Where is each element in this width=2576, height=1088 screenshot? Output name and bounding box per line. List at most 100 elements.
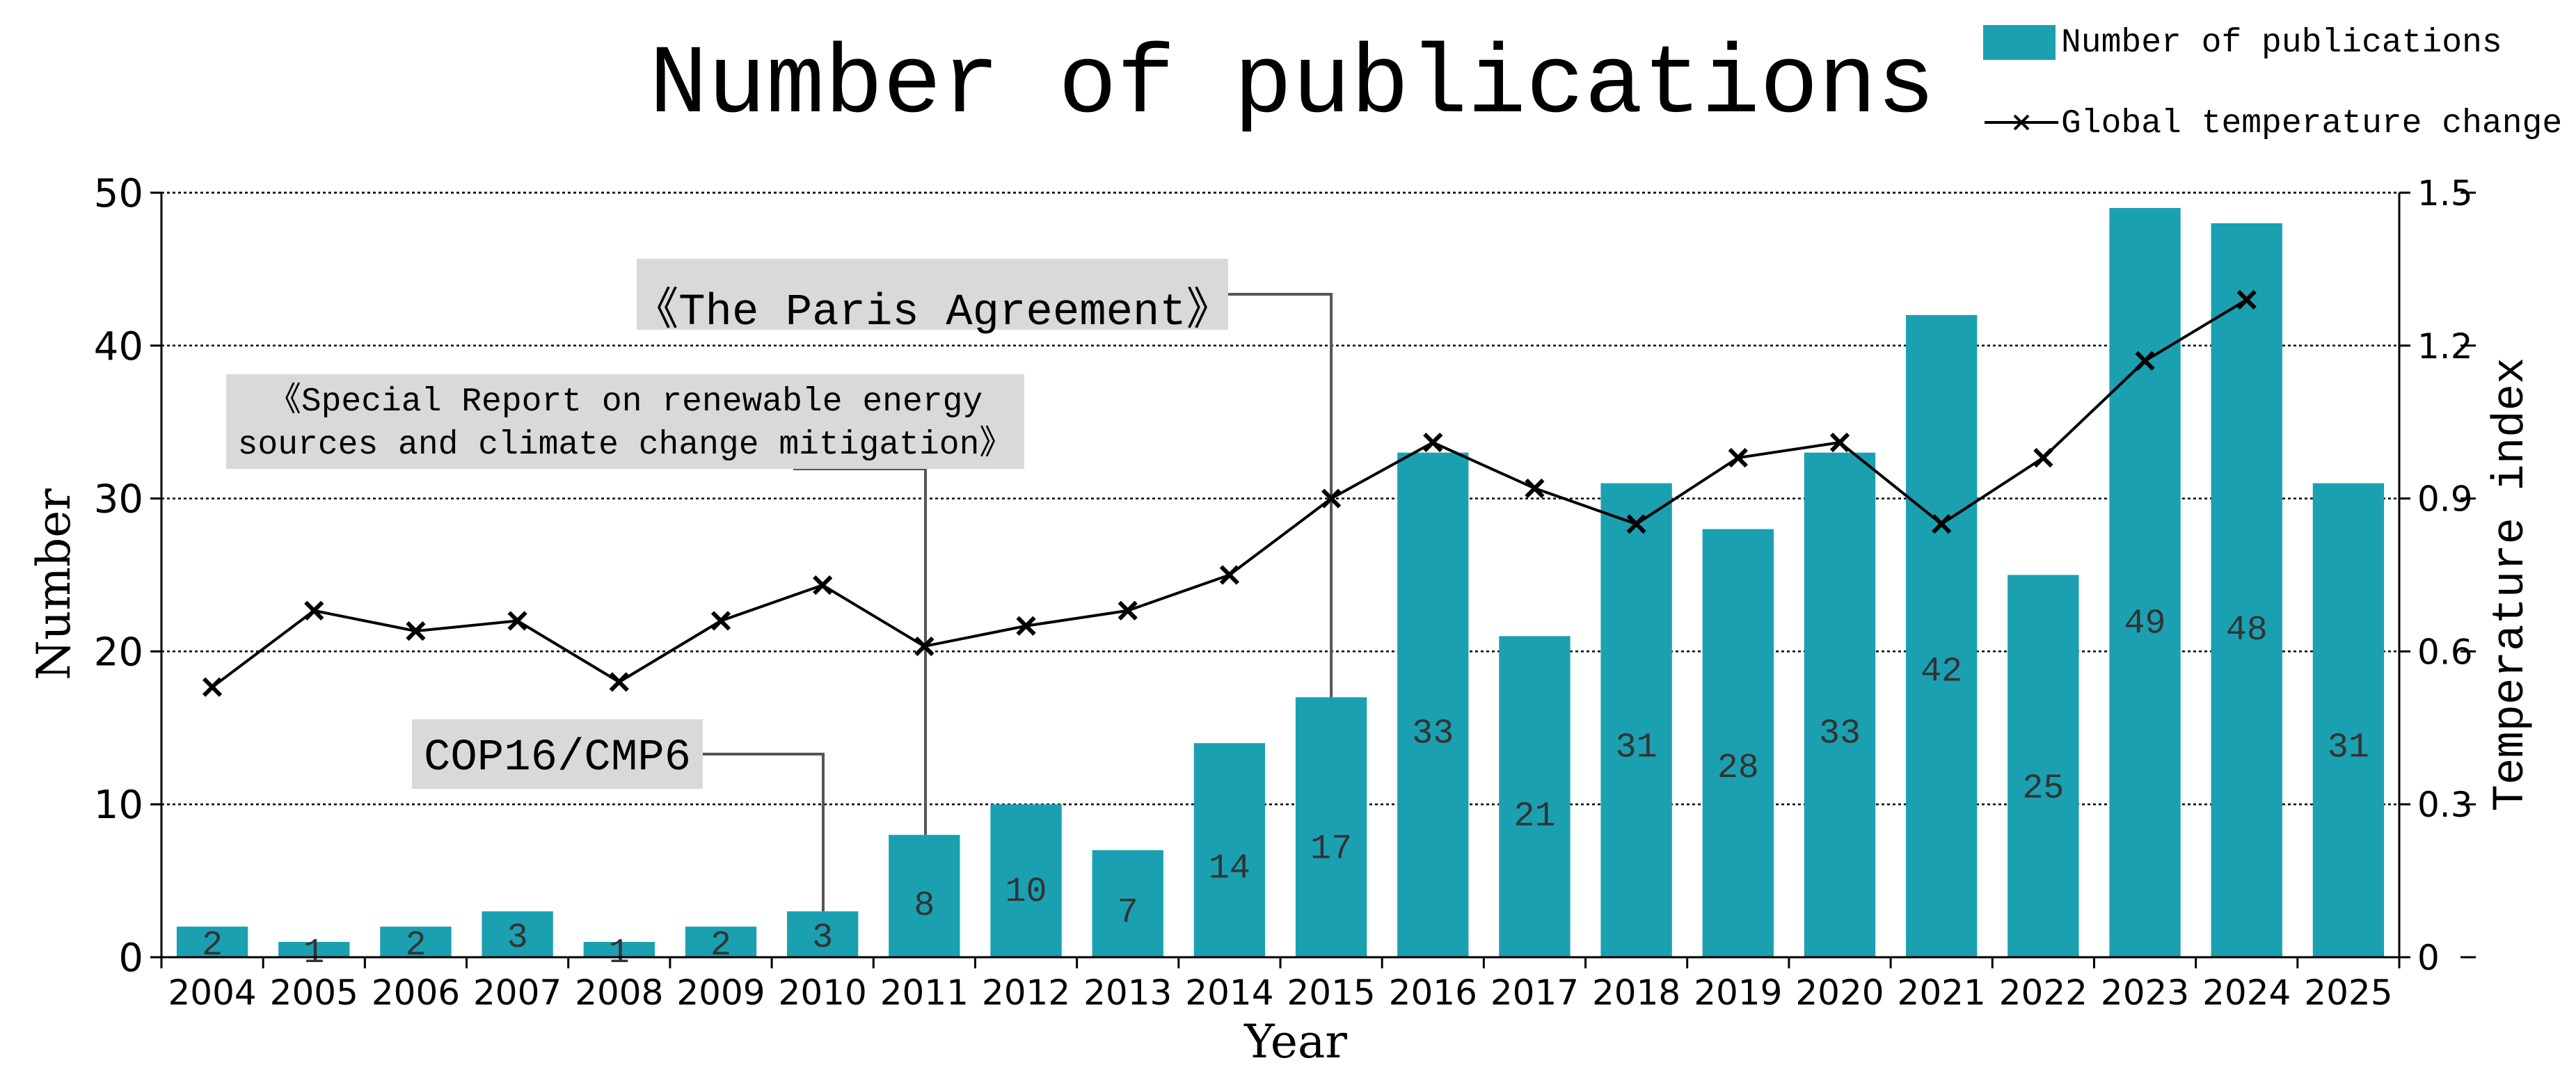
x-axis-title: Year bbox=[1243, 1015, 1347, 1069]
annotation-text: COP16/CMP6 bbox=[424, 733, 691, 783]
y-tick-label: 30 bbox=[94, 477, 143, 522]
annotation-text: 《The Paris Agreement》 bbox=[634, 287, 1231, 338]
temperature-point bbox=[406, 621, 426, 641]
bar bbox=[482, 911, 553, 957]
temperature-point bbox=[507, 611, 527, 631]
x-tick-label: 2020 bbox=[1795, 973, 1884, 1013]
bar-value-label: 1 bbox=[609, 934, 630, 973]
temperature-point bbox=[813, 575, 833, 595]
x-tick-label: 2024 bbox=[2202, 973, 2291, 1013]
annotation-text: sources and climate change mitigation》 bbox=[238, 426, 1013, 464]
temperature-point bbox=[1626, 514, 1646, 534]
annotation-connector bbox=[1228, 293, 1333, 698]
temperature-point bbox=[1118, 600, 1138, 621]
temperature-line bbox=[202, 289, 2257, 697]
bar bbox=[1295, 697, 1367, 957]
temperature-point bbox=[202, 677, 223, 697]
bar-value-label: 31 bbox=[1616, 728, 1657, 767]
temperature-point bbox=[2236, 289, 2257, 310]
y-axis-title: Number bbox=[27, 488, 81, 680]
annotations: 《The Paris Agreement》《Special Report on … bbox=[226, 259, 1231, 789]
x-tick-label: 2016 bbox=[1389, 973, 1477, 1013]
x-tick-label: 2006 bbox=[372, 973, 460, 1013]
annotation-box bbox=[226, 374, 1024, 469]
bar-value-label: 3 bbox=[812, 918, 833, 958]
bar bbox=[1600, 483, 1672, 957]
bar-value-label: 8 bbox=[914, 886, 935, 926]
y-tick-label: 10 bbox=[94, 783, 143, 828]
bar bbox=[1092, 850, 1163, 957]
x-tick-label: 2010 bbox=[779, 973, 867, 1013]
bar bbox=[1906, 314, 1978, 958]
bar-value-label: 2 bbox=[202, 926, 223, 966]
bar-value-label: 28 bbox=[1717, 749, 1759, 788]
y-tick-label: 50 bbox=[94, 171, 143, 216]
y2-tick-label: 0 bbox=[2417, 938, 2440, 978]
temperature-point bbox=[2033, 447, 2053, 468]
chart-title: Number of publications bbox=[649, 31, 1935, 141]
bar-value-label: 1 bbox=[303, 934, 324, 973]
bar-value-label: 42 bbox=[1921, 653, 1962, 692]
x-tick-label: 2015 bbox=[1287, 973, 1375, 1013]
temperature-point bbox=[1423, 432, 1443, 453]
bar bbox=[1397, 452, 1469, 957]
bar-value-label: 49 bbox=[2124, 604, 2166, 643]
temperature-point bbox=[609, 672, 629, 692]
annotation-connector bbox=[703, 753, 825, 912]
y-tick-label: 0 bbox=[118, 936, 143, 981]
x-tick-label: 2012 bbox=[982, 973, 1070, 1013]
bar-value-label: 25 bbox=[2022, 769, 2064, 809]
x-tick-label: 2013 bbox=[1083, 973, 1172, 1013]
x-tick-label: 2005 bbox=[270, 973, 358, 1013]
temperature-point bbox=[1219, 565, 1240, 585]
bar-value-label: 33 bbox=[1412, 714, 1454, 754]
x-tick-label: 2017 bbox=[1490, 973, 1579, 1013]
temperature-point bbox=[710, 611, 731, 631]
temperature-point bbox=[1016, 616, 1036, 636]
x-tick-label: 2009 bbox=[676, 973, 765, 1013]
bar-value-label: 33 bbox=[1819, 714, 1861, 754]
bar-value-label: 14 bbox=[1209, 849, 1250, 889]
temperature-point bbox=[914, 636, 935, 657]
temperature-point bbox=[1321, 488, 1342, 509]
bar bbox=[278, 942, 350, 957]
x-tick-label: 2025 bbox=[2304, 973, 2392, 1013]
bar-value-label: 48 bbox=[2226, 611, 2268, 650]
bar-value-label: 2 bbox=[405, 926, 426, 966]
x-tick-label: 2021 bbox=[1898, 973, 1986, 1013]
bar-value-label: 21 bbox=[1513, 797, 1555, 836]
bar bbox=[889, 835, 960, 957]
bar bbox=[380, 927, 452, 957]
y-tick-label: 40 bbox=[94, 324, 143, 369]
bar-value-label: 2 bbox=[710, 926, 731, 966]
legend-line-label: Global temperature change bbox=[2061, 105, 2562, 143]
x-tick-label: 2023 bbox=[2101, 973, 2189, 1013]
annotation-box bbox=[412, 719, 703, 789]
bars bbox=[176, 207, 2385, 958]
temperature-point bbox=[1829, 432, 1850, 453]
bar bbox=[2007, 575, 2079, 957]
bar bbox=[787, 911, 859, 957]
bar bbox=[990, 804, 1062, 957]
bar bbox=[2211, 223, 2282, 958]
x-tick-label: 2018 bbox=[1592, 973, 1680, 1013]
temperature-point bbox=[1525, 478, 1545, 499]
bar-value-label: 10 bbox=[1005, 872, 1047, 912]
temperature-point bbox=[304, 600, 324, 621]
legend: Number of publications Global temperatur… bbox=[1983, 24, 2562, 143]
x-tick-label: 2008 bbox=[575, 973, 663, 1013]
bar bbox=[1193, 743, 1266, 957]
y2-axis-title: Temperature index bbox=[2486, 358, 2536, 812]
bar-value-label: 31 bbox=[2328, 728, 2369, 767]
temperature-point bbox=[1932, 514, 1952, 534]
bar bbox=[176, 927, 248, 957]
legend-bar-swatch bbox=[1983, 25, 2056, 60]
x-tick-label: 2019 bbox=[1694, 973, 1782, 1013]
legend-line-marker bbox=[2013, 114, 2030, 131]
bar bbox=[1702, 529, 1774, 957]
bar bbox=[1499, 636, 1571, 957]
